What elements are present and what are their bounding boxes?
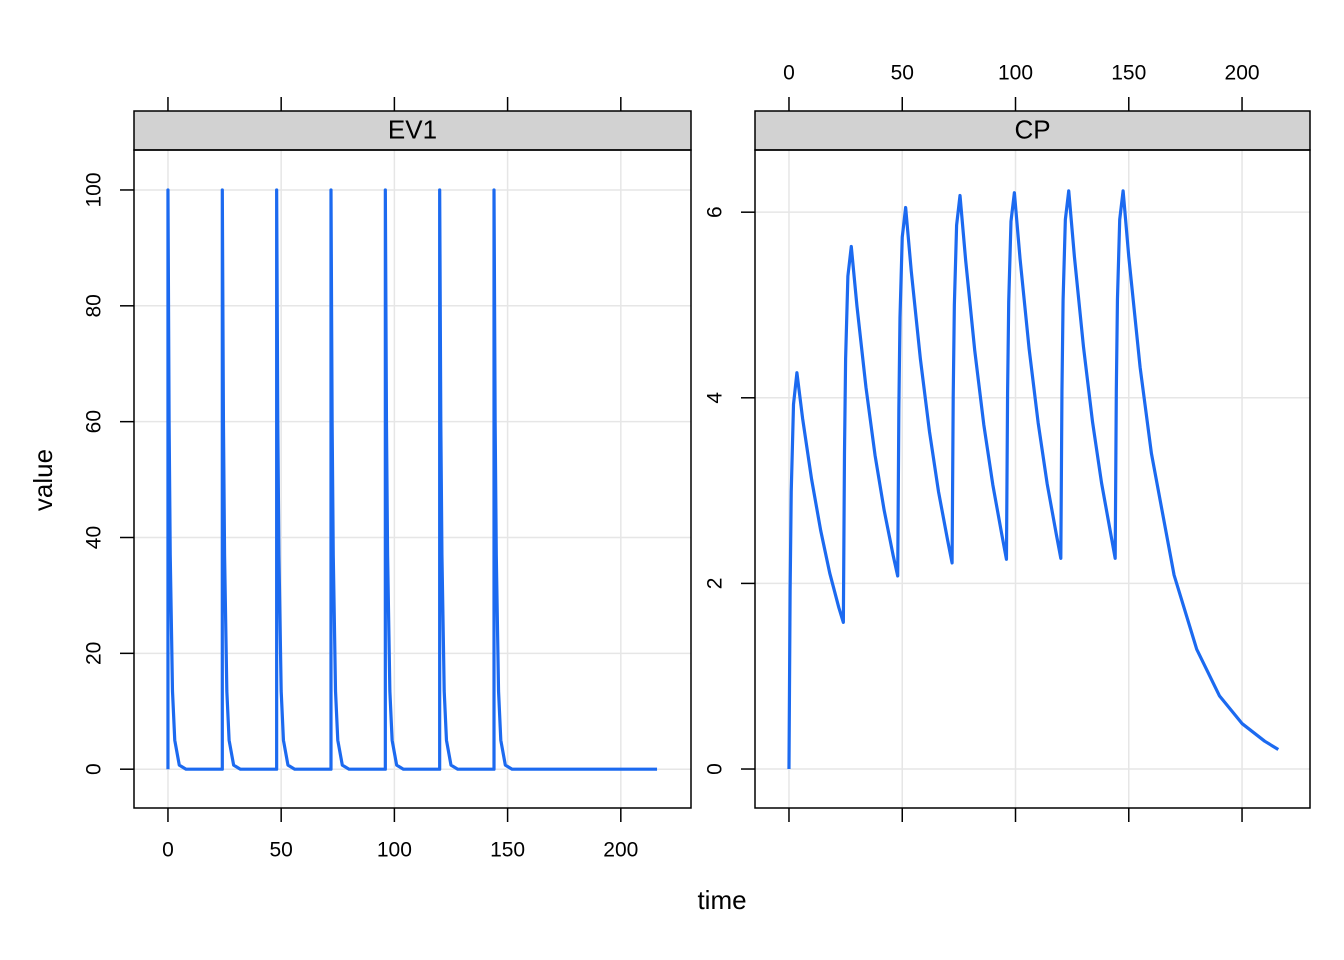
y-tick-label: 2 [704, 578, 727, 590]
x-tick-label: 200 [603, 839, 638, 862]
panel-border [754, 149, 1311, 809]
x-tick-label: 0 [162, 839, 174, 862]
y-tick-label: 60 [83, 410, 106, 433]
x-tick-label: 100 [998, 62, 1033, 85]
y-tick-label: 20 [83, 642, 106, 665]
x-tick-label: 200 [1225, 62, 1260, 85]
y-axis-label: value [28, 449, 58, 511]
x-tick-label: 50 [891, 62, 914, 85]
y-tick-label: 80 [83, 294, 106, 317]
y-tick-label: 100 [83, 172, 106, 207]
y-tick-label: 40 [83, 526, 106, 549]
strip [133, 110, 692, 151]
x-tick-label: 150 [490, 839, 525, 862]
y-tick-label: 6 [704, 206, 727, 218]
strip-label: EV1 [388, 114, 437, 144]
y-tick-label: 0 [704, 763, 727, 775]
x-axis-label: time [697, 885, 746, 915]
strip-label: CP [1014, 114, 1050, 144]
strip [754, 110, 1311, 151]
x-tick-label: 0 [783, 62, 795, 85]
data-line [166, 188, 658, 771]
x-tick-label: 100 [377, 839, 412, 862]
y-tick-label: 0 [83, 763, 106, 775]
panel-border [133, 149, 692, 809]
x-tick-label: 150 [1111, 62, 1146, 85]
y-tick-label: 4 [704, 392, 727, 404]
data-line [787, 189, 1280, 770]
x-tick-label: 50 [269, 839, 292, 862]
